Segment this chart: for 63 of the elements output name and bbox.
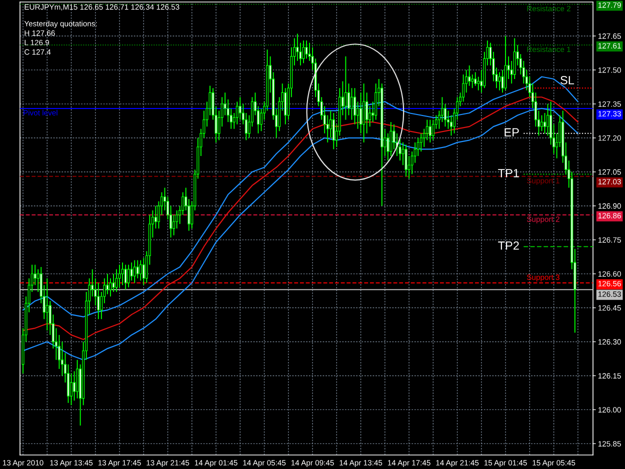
candlestick: [366, 92, 368, 134]
candlestick: [386, 132, 390, 162]
series-label: EP: [504, 128, 519, 136]
candlestick: [332, 112, 335, 150]
candlestick: [404, 144, 408, 177]
candlestick: [362, 83, 366, 143]
candlestick: [302, 40, 305, 64]
candlestick: [546, 103, 550, 136]
candlestick: [142, 257, 145, 286]
candlestick: [154, 205, 157, 229]
candlestick: [450, 114, 453, 136]
candlestick: [296, 33, 299, 62]
candlestick: [498, 72, 501, 91]
series-label: TP2: [498, 241, 519, 250]
candlestick: [136, 260, 139, 279]
candlestick: [344, 56, 347, 120]
candlestick: [360, 92, 362, 134]
candlestick: [428, 119, 432, 143]
candlestick: [130, 262, 133, 282]
candlestick: [504, 35, 507, 91]
candlestick: [124, 264, 127, 290]
candlestick: [471, 74, 474, 89]
candlestick: [462, 74, 465, 102]
candlestick: [118, 264, 121, 288]
candlestick: [73, 370, 76, 402]
candlestick: [501, 69, 504, 94]
candlestick: [477, 76, 480, 91]
candlestick: [46, 278, 48, 331]
candlestick: [238, 96, 242, 120]
candlestick: [468, 64, 471, 86]
candlestick: [368, 106, 372, 128]
candlestick: [390, 122, 392, 157]
candlestick: [34, 264, 36, 286]
candlestick: [398, 137, 402, 162]
candlestick: [432, 119, 434, 141]
candlestick: [133, 260, 136, 284]
series-label: SL: [560, 76, 574, 84]
candlestick: [139, 260, 142, 282]
candlestick: [97, 282, 100, 320]
candlestick: [284, 88, 287, 125]
candlestick: [350, 88, 353, 120]
candlestick: [76, 359, 79, 399]
candlestick: [106, 273, 109, 295]
candlestick: [115, 268, 118, 292]
candlestick: [121, 262, 124, 286]
candlestick: [329, 110, 332, 138]
candlestick: [356, 101, 360, 130]
series-label: TP1: [498, 169, 519, 178]
candlestick: [420, 132, 422, 152]
candlestick: [109, 278, 112, 297]
candlestick: [112, 273, 115, 292]
candlestick: [540, 114, 543, 132]
candlestick: [354, 88, 356, 125]
candlestick: [474, 72, 477, 86]
candlestick: [70, 372, 73, 406]
line-series: [22, 76, 578, 318]
candlestick: [374, 83, 378, 120]
candlestick: [513, 38, 516, 80]
candlestick: [402, 142, 404, 166]
candlestick: [236, 101, 238, 125]
candlestick: [305, 40, 308, 60]
candlestick: [127, 264, 130, 288]
candlestick: [172, 214, 176, 236]
